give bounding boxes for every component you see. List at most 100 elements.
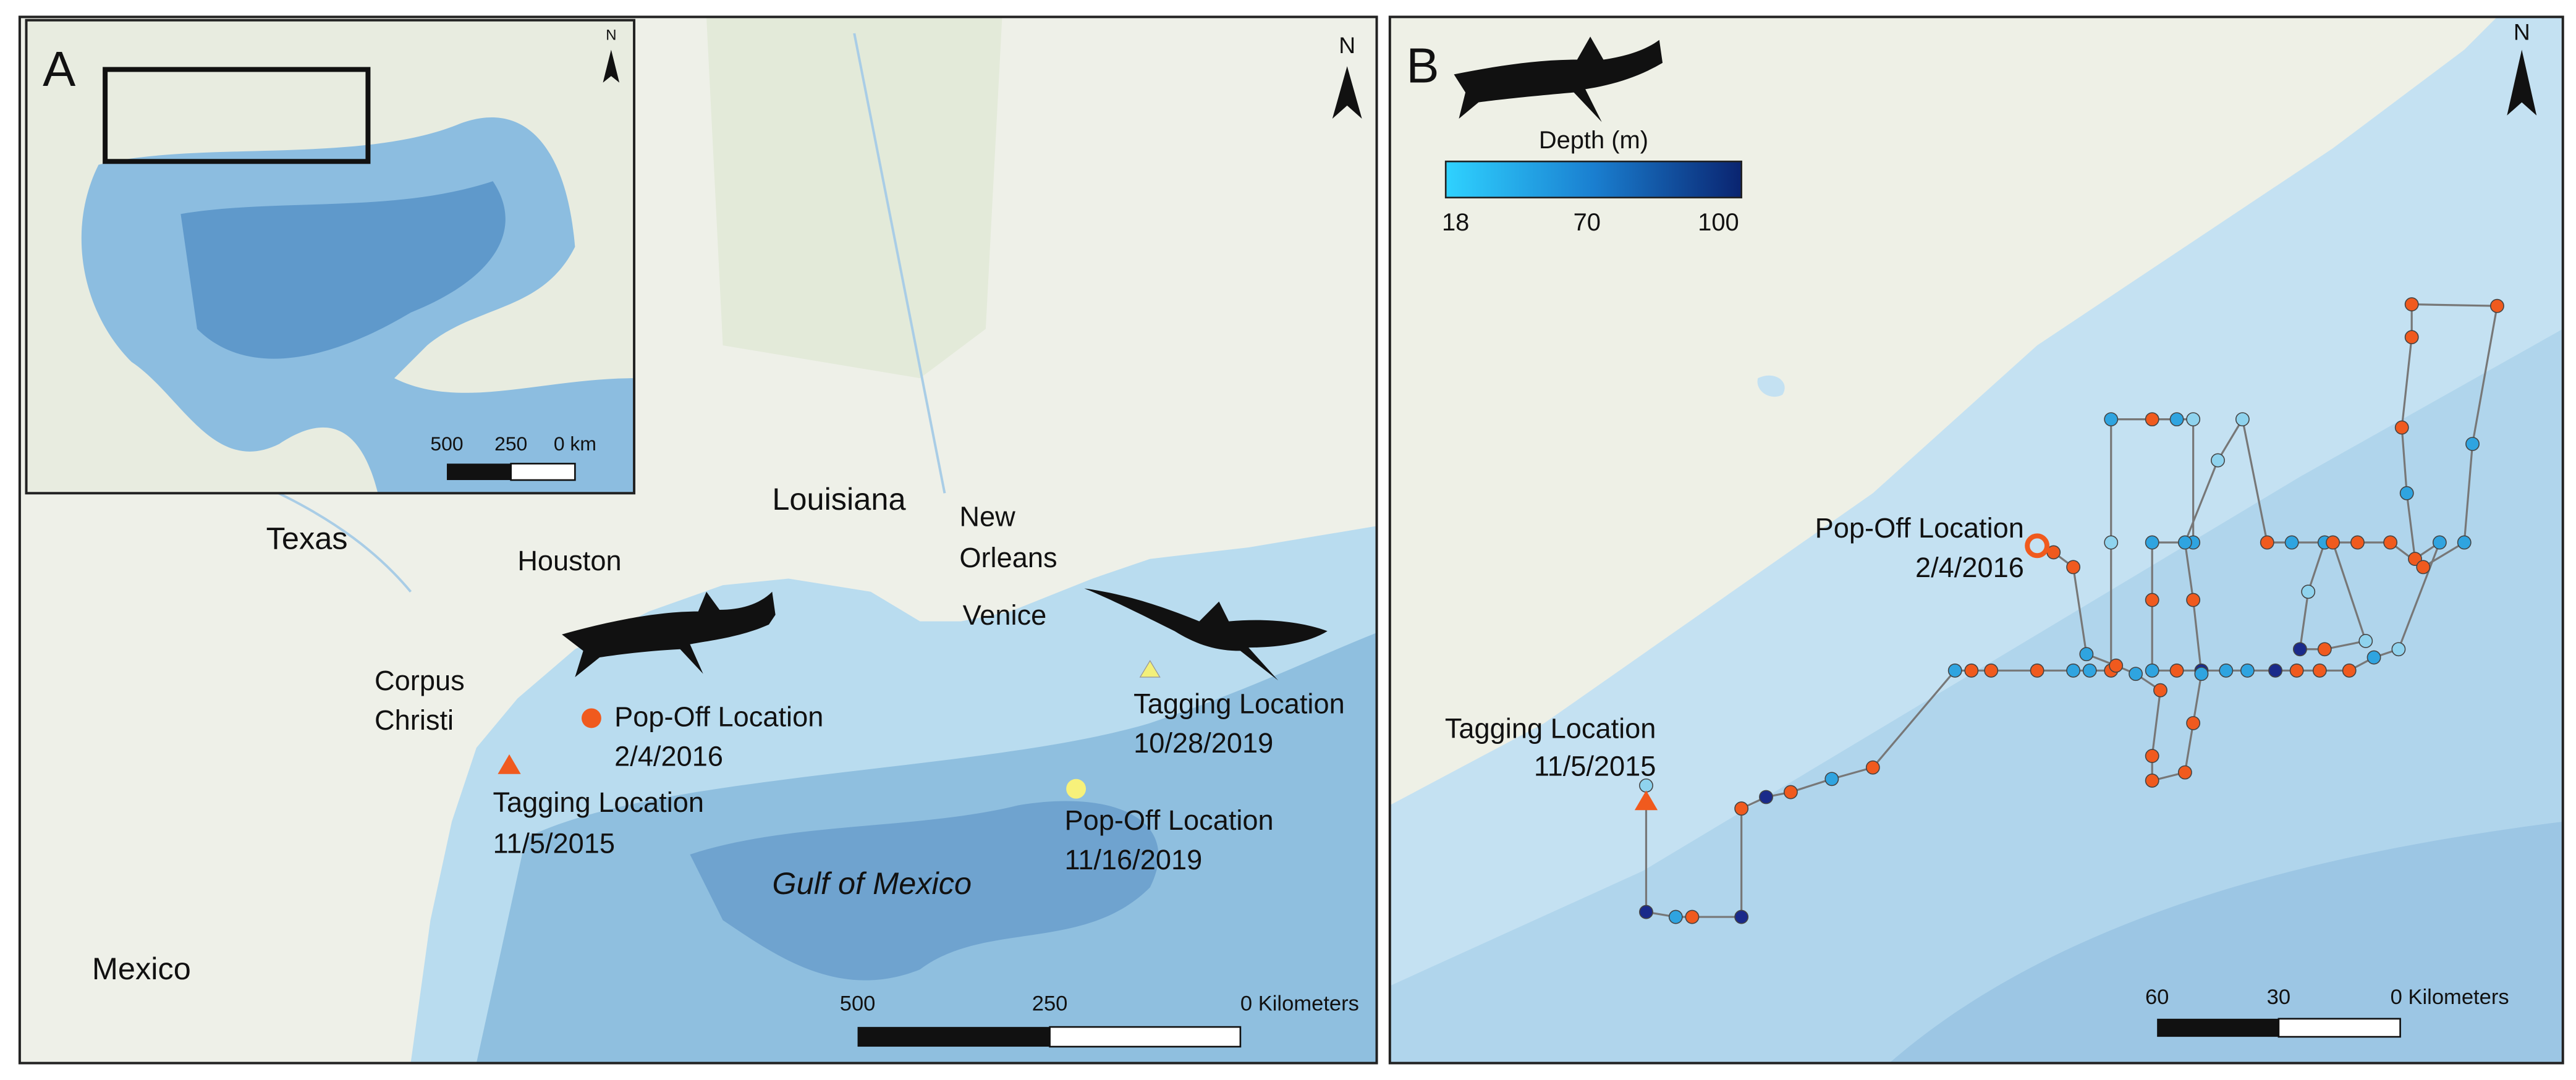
track-point bbox=[2394, 420, 2409, 435]
track-point bbox=[2066, 663, 2081, 678]
track-point bbox=[1759, 790, 1773, 804]
track-point bbox=[2219, 663, 2234, 678]
place-label: Gulf of Mexico bbox=[772, 866, 972, 901]
track-point bbox=[2391, 642, 2406, 657]
place-label: Corpus bbox=[375, 665, 465, 696]
deep-water bbox=[1889, 821, 2563, 1063]
track-point bbox=[2186, 715, 2201, 730]
scale-label: 500 bbox=[840, 992, 876, 1016]
place-label: Texas bbox=[266, 521, 348, 556]
tagging-marker bbox=[1634, 790, 1658, 811]
north-label: N bbox=[2514, 19, 2530, 45]
track-point bbox=[1984, 663, 1999, 678]
scale-bar bbox=[857, 1027, 1050, 1047]
scale-label: 0 Kilometers bbox=[1240, 992, 1359, 1016]
track-point bbox=[2301, 584, 2316, 599]
popoff-marker bbox=[2025, 533, 2050, 559]
marker-label: Pop-Off Location bbox=[1064, 804, 1273, 836]
scale-label: 250 bbox=[494, 432, 527, 455]
inset-border bbox=[25, 19, 636, 495]
panel-a-border bbox=[18, 15, 1378, 1065]
track-point bbox=[2465, 437, 2480, 451]
scale-bar bbox=[2157, 1018, 2279, 1037]
marker-label: Tagging Location bbox=[1133, 688, 1345, 719]
track-point bbox=[2145, 535, 2159, 550]
scale-label: 0 km bbox=[554, 432, 596, 455]
panel-label: B bbox=[1406, 38, 1439, 93]
track-point bbox=[2326, 535, 2341, 550]
place-label: Orleans bbox=[959, 542, 1057, 573]
panel-label: A bbox=[43, 41, 76, 96]
track-point bbox=[2457, 535, 2472, 550]
scale-bar bbox=[2277, 1018, 2401, 1038]
track-point bbox=[2292, 642, 2307, 657]
popoff-marker bbox=[1066, 778, 1087, 799]
thresher-icon bbox=[1084, 588, 1328, 681]
track-point bbox=[2489, 298, 2504, 313]
panel-b-border bbox=[1388, 15, 2564, 1065]
popoff-marker bbox=[581, 708, 601, 728]
track-point bbox=[2240, 663, 2255, 678]
track-point bbox=[2145, 593, 2159, 607]
depth-colorbar bbox=[1444, 160, 1742, 199]
hammerhead-icon bbox=[562, 591, 776, 677]
track bbox=[1639, 297, 2504, 924]
track-point bbox=[2169, 412, 2184, 427]
track-point bbox=[1734, 909, 1749, 924]
north-arrow bbox=[603, 49, 620, 83]
track-point bbox=[1824, 772, 1839, 787]
track-point bbox=[2260, 535, 2274, 550]
track-point bbox=[2416, 560, 2431, 575]
scale-label: 30 bbox=[2267, 985, 2290, 1009]
track-point bbox=[2169, 663, 2184, 678]
track-point bbox=[2109, 658, 2124, 673]
marker-label: Tagging Location bbox=[493, 787, 704, 818]
track-point bbox=[1639, 905, 1653, 919]
legend-title: Depth (m) bbox=[1539, 127, 1648, 154]
track-point bbox=[2079, 647, 2094, 662]
marker-date: 2/4/2016 bbox=[614, 740, 723, 772]
track-point bbox=[2066, 560, 2081, 575]
lake bbox=[1757, 375, 1785, 397]
north-label: N bbox=[606, 27, 616, 44]
deep-water bbox=[690, 801, 1159, 981]
track-point bbox=[2358, 634, 2373, 648]
track-point bbox=[1668, 909, 1683, 924]
panel-a-map bbox=[19, 17, 1377, 1063]
track-point bbox=[2342, 663, 2357, 678]
panel-b-map bbox=[1389, 17, 2563, 1063]
place-label: Louisiana bbox=[772, 481, 906, 517]
track-point bbox=[1865, 760, 1880, 775]
marker-date: 11/16/2019 bbox=[1064, 844, 1202, 875]
track-point bbox=[2383, 535, 2398, 550]
place-label: New bbox=[959, 500, 1015, 532]
track-point bbox=[1947, 663, 1962, 678]
track-point bbox=[2312, 663, 2327, 678]
track-point bbox=[2153, 683, 2167, 698]
track-point bbox=[2104, 412, 2119, 427]
track-point bbox=[2082, 663, 2097, 678]
scale-label: 500 bbox=[430, 432, 463, 455]
track-point bbox=[2129, 667, 2143, 681]
track-point bbox=[2317, 642, 2332, 657]
track-point bbox=[2030, 663, 2044, 678]
marker-date: 11/5/2015 bbox=[1534, 750, 1656, 782]
hammerhead-icon bbox=[1454, 36, 1663, 122]
legend-label: 70 bbox=[1574, 209, 1601, 236]
track-point bbox=[1964, 663, 1979, 678]
track-point bbox=[2432, 535, 2447, 550]
track-point bbox=[2194, 667, 2209, 681]
track-point bbox=[2145, 412, 2159, 427]
scale-bar bbox=[447, 463, 511, 480]
tagging-marker bbox=[498, 754, 521, 774]
marker-date: 10/28/2019 bbox=[1133, 727, 1273, 759]
track-point bbox=[2177, 765, 2192, 780]
track-point bbox=[2145, 749, 2159, 763]
track-point bbox=[2289, 663, 2304, 678]
track-point bbox=[1783, 785, 1798, 799]
track-point bbox=[2268, 663, 2282, 678]
land-shade bbox=[706, 17, 1002, 379]
track-point bbox=[2366, 650, 2381, 665]
inset-map bbox=[26, 20, 635, 494]
